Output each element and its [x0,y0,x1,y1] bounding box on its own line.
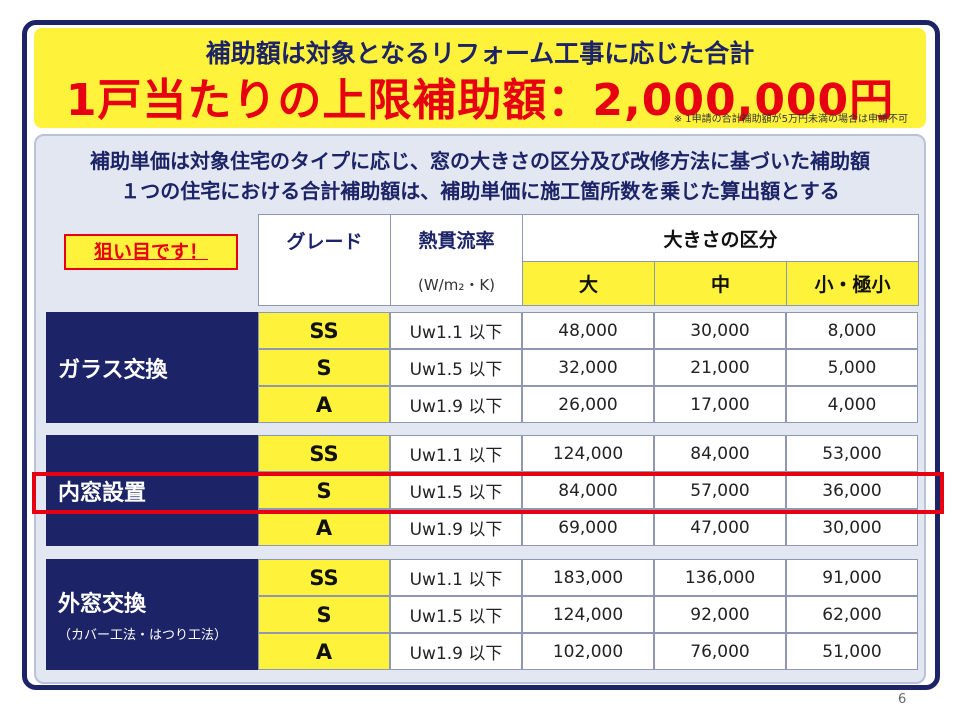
table-row: S Uw1.5 以下 84,000 57,000 36,000 [258,472,918,509]
banner-max-subsidy: 1戸当たりの上限補助額：2,000,000円 [65,75,895,126]
grade-cell: A [258,633,390,670]
headline-banner: 補助額は対象となるリフォーム工事に応じた合計 1戸当たりの上限補助額：2,000… [34,28,926,128]
recommended-tag: 狙い目です！ [64,234,238,270]
grade-cell: SS [258,559,390,596]
size-header: 大きさの区分 [663,228,778,251]
uw-cell: Uw1.1 以下 [390,435,522,472]
page-number: 6 [898,692,907,707]
large-header: 大 [578,274,598,296]
intro-line-2: １つの住宅における合計補助額は、補助単価に施工箇所数を乗じた算出額とする [120,179,840,203]
grade-header-cell: グレード [258,214,391,306]
medium-value: 57,000 [654,472,786,509]
uw-cell: Uw1.5 以下 [390,596,522,633]
group-title: 内窓設置 [58,480,147,506]
uw-cell: Uw1.5 以下 [390,349,522,386]
large-value: 48,000 [522,312,654,349]
medium-value: 21,000 [654,349,786,386]
group-label: 内窓設置 [46,435,258,546]
large-value: 84,000 [522,472,654,509]
table-row: A Uw1.9 以下 69,000 47,000 30,000 [258,509,918,546]
grade-cell: S [258,472,390,509]
small-value: 62,000 [786,596,918,633]
grade-cell: A [258,509,390,546]
intro-line-1: 補助単価は対象住宅のタイプに応じ、窓の大きさの区分及び改修方法に基づいた補助額 [90,149,870,173]
group-glass-replacement: ガラス交換 SS Uw1.1 以下 48,000 30,000 8,000 S … [46,312,918,423]
uw-cell: Uw1.1 以下 [390,312,522,349]
table-row: SS Uw1.1 以下 124,000 84,000 53,000 [258,435,918,472]
grade-cell: S [258,349,390,386]
medium-value: 92,000 [654,596,786,633]
large-value: 32,000 [522,349,654,386]
highlight-box [32,472,944,514]
group-title: ガラス交換 [58,357,168,383]
medium-value: 17,000 [654,386,786,423]
grade-cell: A [258,386,390,423]
small-value: 53,000 [786,435,918,472]
group-title: 外窓交換 [58,592,147,617]
group-label: 外窓交換 （カバー工法・はつり工法） [46,559,258,670]
grade-cell: S [258,596,390,633]
uw-cell: Uw1.9 以下 [390,633,522,670]
small-header-cell: 小・極小 [786,261,919,306]
grade-cell: SS [258,312,390,349]
banner-subtitle: 補助額は対象となるリフォーム工事に応じた合計 [205,39,755,68]
large-value: 183,000 [522,559,654,596]
small-value: 51,000 [786,633,918,670]
uw-cell: Uw1.1 以下 [390,559,522,596]
table-header: グレード 熱貫流率 (W/m₂・K) 大きさの区分 大 中 小・極小 [258,214,919,306]
small-value: 30,000 [786,509,918,546]
uw-cell: Uw1.9 以下 [390,509,522,546]
heat-header: 熱貫流率 [418,229,495,252]
small-value: 91,000 [786,559,918,596]
table-row: S Uw1.5 以下 32,000 21,000 5,000 [258,349,918,386]
grade-header: グレード [286,231,363,253]
small-value: 4,000 [786,386,918,423]
large-value: 26,000 [522,386,654,423]
table-row: A Uw1.9 以下 102,000 76,000 51,000 [258,633,918,670]
group-subtitle: （カバー工法・はつり工法） [58,628,228,643]
large-value: 102,000 [522,633,654,670]
medium-value: 47,000 [654,509,786,546]
medium-value: 76,000 [654,633,786,670]
small-value: 8,000 [786,312,918,349]
large-value: 69,000 [522,509,654,546]
medium-value: 84,000 [654,435,786,472]
group-outer-window: 外窓交換 （カバー工法・はつり工法） SS Uw1.1 以下 183,000 1… [46,559,918,670]
intro-text: 補助単価は対象住宅のタイプに応じ、窓の大きさの区分及び改修方法に基づいた補助額 … [44,146,916,206]
uw-cell: Uw1.9 以下 [390,386,522,423]
large-value: 124,000 [522,596,654,633]
group-label: ガラス交換 [46,312,258,423]
size-header-cell: 大きさの区分 [522,214,919,262]
heat-unit: (W/m₂・K) [417,275,496,294]
banner-footnote: ※ 1申請の合計補助額が5万円未満の場合は申請不可 [673,114,908,125]
medium-header-cell: 中 [654,261,787,306]
medium-header: 中 [710,274,730,296]
table-row: A Uw1.9 以下 26,000 17,000 4,000 [258,386,918,423]
medium-value: 136,000 [654,559,786,596]
table-row: SS Uw1.1 以下 48,000 30,000 8,000 [258,312,918,349]
medium-value: 30,000 [654,312,786,349]
large-header-cell: 大 [522,261,655,306]
large-value: 124,000 [522,435,654,472]
small-header: 小・極小 [814,274,891,296]
grade-cell: SS [258,435,390,472]
group-inner-window: 内窓設置 SS Uw1.1 以下 124,000 84,000 53,000 S… [46,435,918,546]
table-row: SS Uw1.1 以下 183,000 136,000 91,000 [258,559,918,596]
heat-header-cell: 熱貫流率 (W/m₂・K) [390,214,523,306]
table-row: S Uw1.5 以下 124,000 92,000 62,000 [258,596,918,633]
small-value: 5,000 [786,349,918,386]
